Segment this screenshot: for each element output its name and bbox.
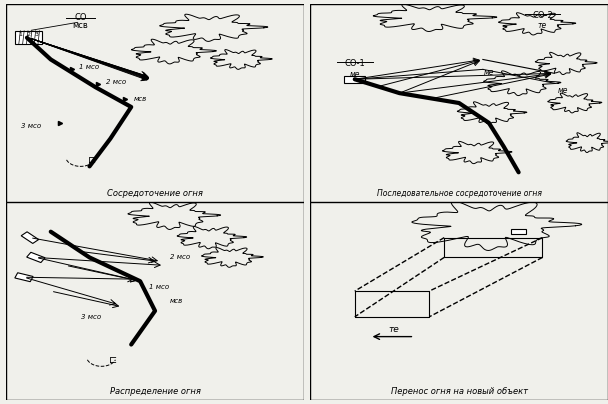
- Text: мсв: мсв: [73, 21, 88, 30]
- Text: 3 мсо: 3 мсо: [80, 314, 101, 320]
- Text: те: те: [538, 21, 547, 30]
- Text: 1 мсо: 1 мсо: [79, 64, 99, 70]
- Text: 2 мсо: 2 мсо: [106, 79, 126, 85]
- Text: СО-2: СО-2: [532, 11, 553, 20]
- Bar: [344, 76, 365, 83]
- Text: мсв: мсв: [134, 96, 147, 102]
- Bar: [27, 252, 45, 263]
- Bar: [21, 232, 39, 244]
- Text: Распределение огня: Распределение огня: [109, 387, 201, 396]
- Text: ме: ме: [350, 70, 360, 79]
- Text: ме: ме: [483, 68, 494, 77]
- Text: мсв: мсв: [170, 298, 183, 304]
- Text: 1: 1: [18, 32, 22, 37]
- Text: Последовательное сосредоточение огня: Последовательное сосредоточение огня: [376, 189, 542, 198]
- Text: 2 мсо: 2 мсо: [170, 255, 190, 261]
- Text: ⊏: ⊏: [88, 156, 97, 165]
- Text: 3: 3: [35, 32, 38, 37]
- Bar: [511, 229, 526, 234]
- Text: 1 мсо: 1 мсо: [149, 284, 169, 290]
- Text: СО: СО: [74, 13, 87, 22]
- Bar: [15, 273, 33, 282]
- Text: 2: 2: [26, 32, 30, 37]
- Text: те: те: [388, 325, 399, 334]
- Text: Сосредоточение огня: Сосредоточение огня: [107, 189, 203, 198]
- Text: 3 мсо: 3 мсо: [21, 123, 41, 129]
- Text: СО-1: СО-1: [344, 59, 365, 68]
- Text: ме: ме: [558, 86, 568, 95]
- Bar: [15, 31, 42, 44]
- Text: ⊏: ⊏: [109, 356, 117, 365]
- Text: Перенос огня на новый объект: Перенос огня на новый объект: [390, 387, 528, 396]
